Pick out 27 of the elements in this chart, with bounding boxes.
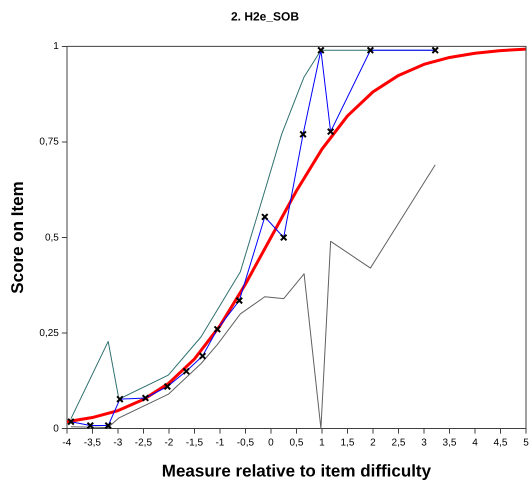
x-tick-label: -2: [164, 437, 174, 448]
x-tick-label: -3,5: [84, 437, 102, 448]
y-axis-title: Score on Item: [8, 181, 27, 294]
x-tick-label: -1,5: [186, 437, 204, 448]
x-tick-label: -0,5: [236, 437, 254, 448]
x-tick-label: -3: [113, 437, 123, 448]
x-tick-label: 0: [268, 437, 274, 448]
x-tick-label: -4: [62, 437, 72, 448]
x-tick-label: 3,5: [442, 437, 457, 448]
x-tick-label: 2: [370, 437, 376, 448]
x-tick-label: 1,5: [340, 437, 355, 448]
chart-title: 2. H2e_SOB: [230, 10, 300, 24]
x-tick-label: 0,5: [289, 437, 304, 448]
x-tick-label: 4: [472, 437, 478, 448]
x-tick-label: 5: [523, 437, 530, 448]
x-tick-label: 4,5: [494, 437, 508, 448]
x-tick-label: -2,5: [134, 437, 152, 448]
x-tick-label: 3: [421, 437, 428, 448]
y-tick-label: 0,5: [44, 232, 60, 244]
y-tick-label: 1: [53, 41, 60, 52]
y-tick-label: 0,75: [39, 136, 60, 148]
x-tick-label: 1: [319, 437, 326, 448]
x-tick-label: 2,5: [392, 437, 406, 448]
y-tick-label: 0: [53, 423, 60, 434]
x-tick-label: -1: [215, 437, 225, 448]
x-axis-title: Measure relative to item difficulty: [162, 461, 432, 480]
y-tick-label: 0,25: [39, 328, 60, 339]
